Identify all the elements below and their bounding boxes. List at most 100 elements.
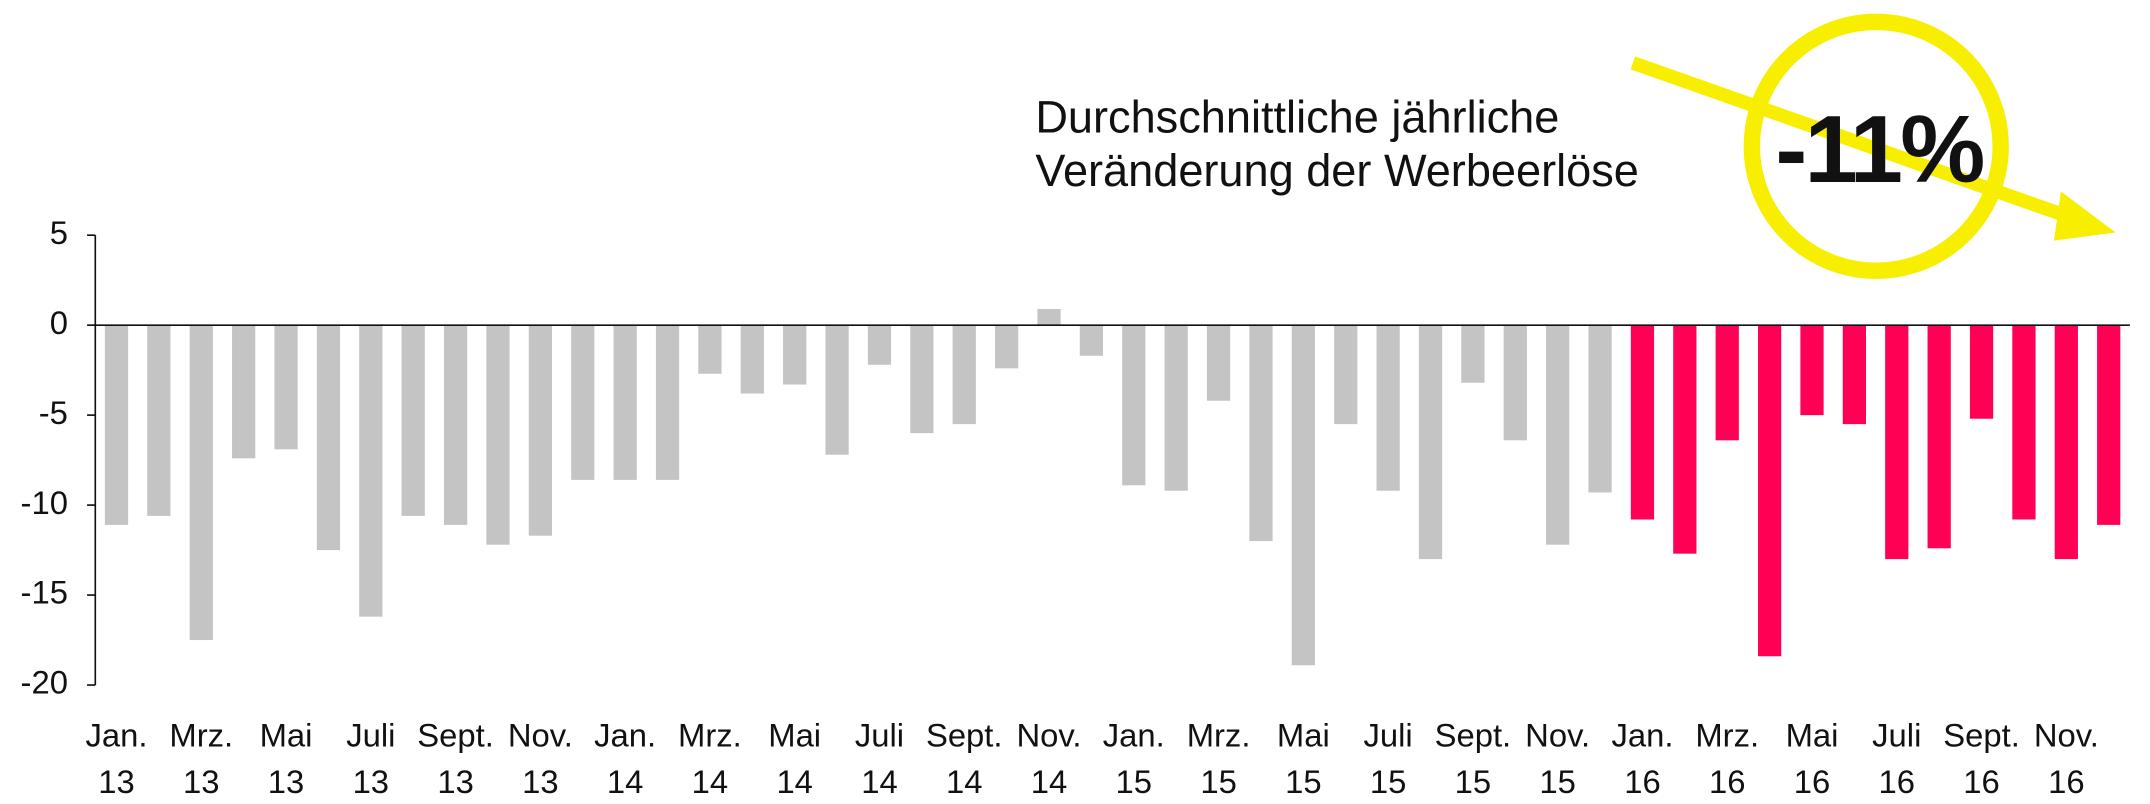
x-tick-label: Sept. <box>926 717 1003 754</box>
bar <box>1037 308 1061 326</box>
bar <box>1249 325 1273 542</box>
bar <box>1885 325 1909 560</box>
bar <box>571 325 595 480</box>
x-tick-label: 13 <box>98 763 134 800</box>
x-tick-label: 14 <box>946 763 982 800</box>
x-tick-label: Mai <box>260 717 313 754</box>
y-tick-label: -20 <box>21 664 68 701</box>
highlight-value: -11% <box>1775 96 1983 203</box>
y-tick-label: -15 <box>21 574 68 611</box>
bar <box>1376 325 1400 491</box>
arrow-line <box>1630 56 2077 226</box>
bar <box>359 325 383 617</box>
bar <box>825 325 849 455</box>
highlight-circle <box>1743 13 2009 279</box>
x-tick-label: 16 <box>2048 763 2084 800</box>
x-tick-label: 15 <box>1285 763 1321 800</box>
bar <box>952 325 976 425</box>
x-tick-label: 16 <box>1794 763 1830 800</box>
bar <box>783 325 807 385</box>
x-tick-label: 13 <box>183 763 219 800</box>
x-tick-label: 14 <box>692 763 728 800</box>
bar <box>2097 325 2121 525</box>
bar <box>910 325 934 434</box>
bar <box>698 325 722 374</box>
bar <box>995 325 1019 369</box>
y-tick-label: -10 <box>21 484 68 521</box>
x-tick-label: Jan. <box>1611 717 1673 754</box>
x-tick-label: 15 <box>1539 763 1575 800</box>
bar <box>1206 325 1231 401</box>
bar <box>528 325 552 536</box>
bar <box>1461 325 1485 383</box>
x-tick-label: Nov. <box>2034 717 2099 754</box>
x-tick-label: 16 <box>1624 763 1660 800</box>
bar <box>2012 325 2036 520</box>
annotation: Durchschnittliche jährliche <box>1035 92 1559 143</box>
bar <box>401 325 425 516</box>
x-tick-label: 13 <box>437 763 473 800</box>
bar <box>1503 325 1527 441</box>
bar <box>1418 325 1443 560</box>
bar <box>486 325 510 545</box>
x-tick-label: Mrz. <box>1187 717 1251 754</box>
x-tick-label: 15 <box>1200 763 1236 800</box>
x-tick-label: Nov. <box>1525 717 1590 754</box>
bar <box>1715 325 1739 441</box>
y-tick-label: 0 <box>50 304 68 341</box>
x-tick-label: Mai <box>768 717 821 754</box>
bar <box>274 325 298 450</box>
bar <box>2054 325 2078 560</box>
bar <box>1757 325 1782 657</box>
x-tick-label: 14 <box>607 763 643 800</box>
y-tick-label: -5 <box>39 394 68 431</box>
x-tick-label: Sept. <box>1943 717 2020 754</box>
bar <box>740 325 764 394</box>
x-tick-label: Sept. <box>417 717 494 754</box>
x-tick-label: Juli <box>1364 717 1413 754</box>
x-tick-label: 13 <box>353 763 389 800</box>
x-tick-label: 16 <box>1963 763 1999 800</box>
arrow-head <box>2054 191 2116 241</box>
x-tick-label: Nov. <box>1017 717 1082 754</box>
bar <box>1079 325 1104 356</box>
annotation: Veränderung der Werbeerlöse <box>1035 145 1639 196</box>
x-tick-label: Mai <box>1277 717 1330 754</box>
bar <box>867 325 892 365</box>
x-tick-label: 15 <box>1455 763 1491 800</box>
bar <box>655 325 680 480</box>
bar <box>1927 325 1951 549</box>
x-tick-label: 13 <box>522 763 558 800</box>
bar <box>1673 325 1697 554</box>
bar <box>1800 325 1824 416</box>
bar <box>147 325 171 516</box>
bar <box>1969 325 1994 419</box>
bar <box>104 325 129 525</box>
bar <box>1122 325 1146 486</box>
x-tick-label: Mrz. <box>678 717 742 754</box>
bar <box>1630 325 1655 520</box>
x-tick-label: Juli <box>1872 717 1921 754</box>
x-tick-label: 14 <box>776 763 812 800</box>
bar <box>1546 325 1570 545</box>
x-tick-label: Juli <box>346 717 395 754</box>
bar <box>316 325 341 551</box>
bar <box>443 325 468 525</box>
x-tick-label: Juli <box>855 717 904 754</box>
x-tick-label: 15 <box>1116 763 1152 800</box>
x-tick-label: Nov. <box>508 717 573 754</box>
x-tick-label: Jan. <box>594 717 656 754</box>
bar <box>189 325 213 641</box>
bar <box>232 325 256 459</box>
x-tick-label: 13 <box>268 763 304 800</box>
x-tick-label: Mrz. <box>1695 717 1759 754</box>
y-tick-label: 5 <box>50 214 68 251</box>
bar <box>1291 325 1315 666</box>
bar <box>1588 325 1612 493</box>
x-tick-label: 14 <box>861 763 897 800</box>
x-tick-label: 16 <box>1879 763 1915 800</box>
x-tick-label: Mrz. <box>169 717 233 754</box>
bar <box>613 325 637 480</box>
x-tick-label: 16 <box>1709 763 1745 800</box>
